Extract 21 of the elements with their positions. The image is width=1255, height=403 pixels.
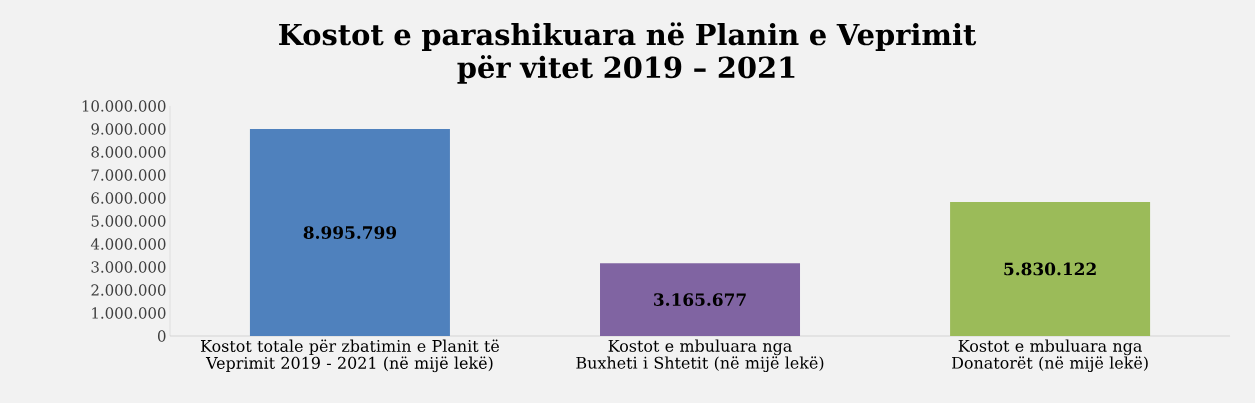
y-tick-label: 3.000.000 [91, 261, 166, 273]
y-tick-label: 5.000.000 [91, 215, 166, 227]
y-tick-label: 10.000.000 [82, 100, 166, 112]
bar [249, 129, 450, 336]
bar [600, 263, 801, 336]
y-tick-label: 7.000.000 [91, 169, 166, 181]
x-tick-label: Kostot e mbuluara nga Donatorët (në mijë lekë) [952, 339, 1148, 373]
y-tick-label: 1.000.000 [92, 307, 166, 319]
data-label: 3.165.677 [654, 293, 746, 306]
data-label: 5.830.122 [1004, 262, 1096, 276]
y-tick-label: 9.000.000 [91, 123, 166, 135]
y-tick-label: 0 [157, 330, 166, 342]
x-tick-label: Kostot e mbuluara nga Buxheti i Shtetit (në mijë lekë) [576, 339, 824, 373]
chart-title: Kostot e parashikuara në Planin e Veprimit për vitet 2019 – 2021 [279, 22, 977, 84]
y-tick-label: 2.000.000 [91, 284, 166, 296]
bar [950, 201, 1151, 336]
x-tick-label: Kostot totale për zbatimin e Planit të Veprimit 2019 - 2021 (në mijë lekë) [200, 339, 499, 373]
y-tick-label: 8.000.000 [91, 146, 166, 158]
y-tick-label: 4.000.000 [90, 238, 166, 250]
y-tick-label: 6.000.000 [91, 192, 166, 204]
data-label: 8.995.799 [303, 226, 397, 239]
